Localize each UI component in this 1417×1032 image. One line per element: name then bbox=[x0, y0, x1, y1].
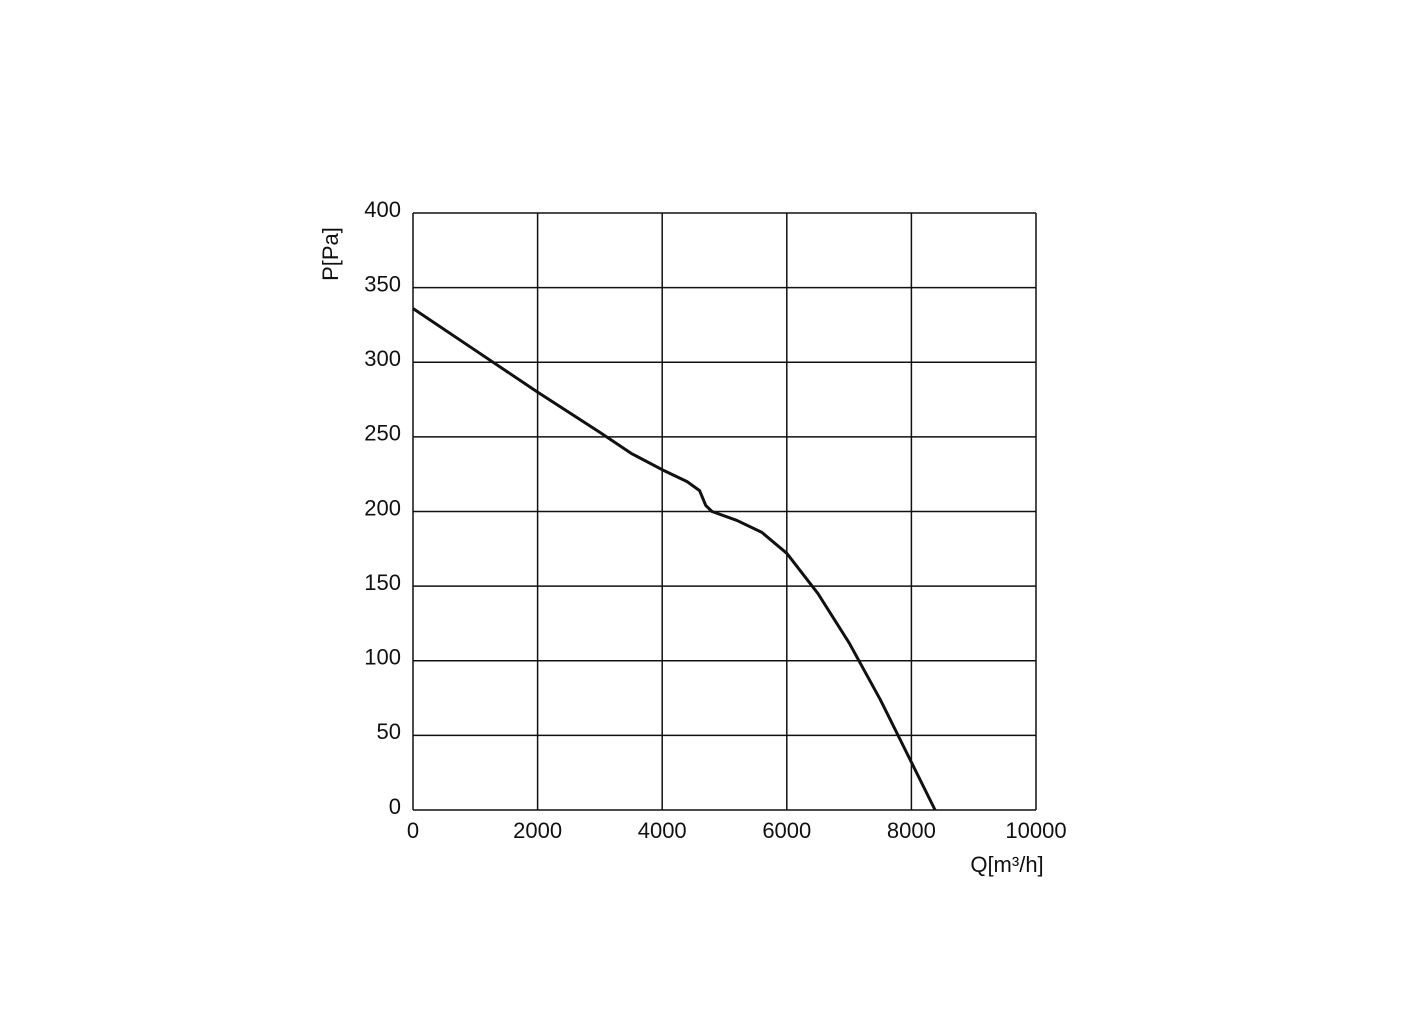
y-tick-label: 150 bbox=[364, 570, 401, 595]
y-tick-label: 250 bbox=[364, 421, 401, 446]
y-tick-label: 200 bbox=[364, 495, 401, 520]
y-tick-label: 300 bbox=[364, 346, 401, 371]
y-axis-label: P[Pa] bbox=[318, 227, 343, 281]
y-tick-label: 0 bbox=[389, 794, 401, 819]
y-tick-label: 100 bbox=[364, 645, 401, 670]
line bbox=[412, 307, 937, 811]
y-tick-label: 350 bbox=[364, 271, 401, 296]
y-tick-label: 50 bbox=[377, 719, 401, 744]
x-tick-label: 6000 bbox=[762, 818, 811, 843]
x-axis-label: Q[m³/h] bbox=[970, 852, 1043, 877]
y-tick-label: 400 bbox=[364, 197, 401, 222]
x-tick-label: 0 bbox=[407, 818, 419, 843]
x-tick-label: 8000 bbox=[887, 818, 936, 843]
x-tick-label: 4000 bbox=[638, 818, 687, 843]
x-tick-label: 2000 bbox=[513, 818, 562, 843]
x-tick-label: 10000 bbox=[1005, 818, 1066, 843]
